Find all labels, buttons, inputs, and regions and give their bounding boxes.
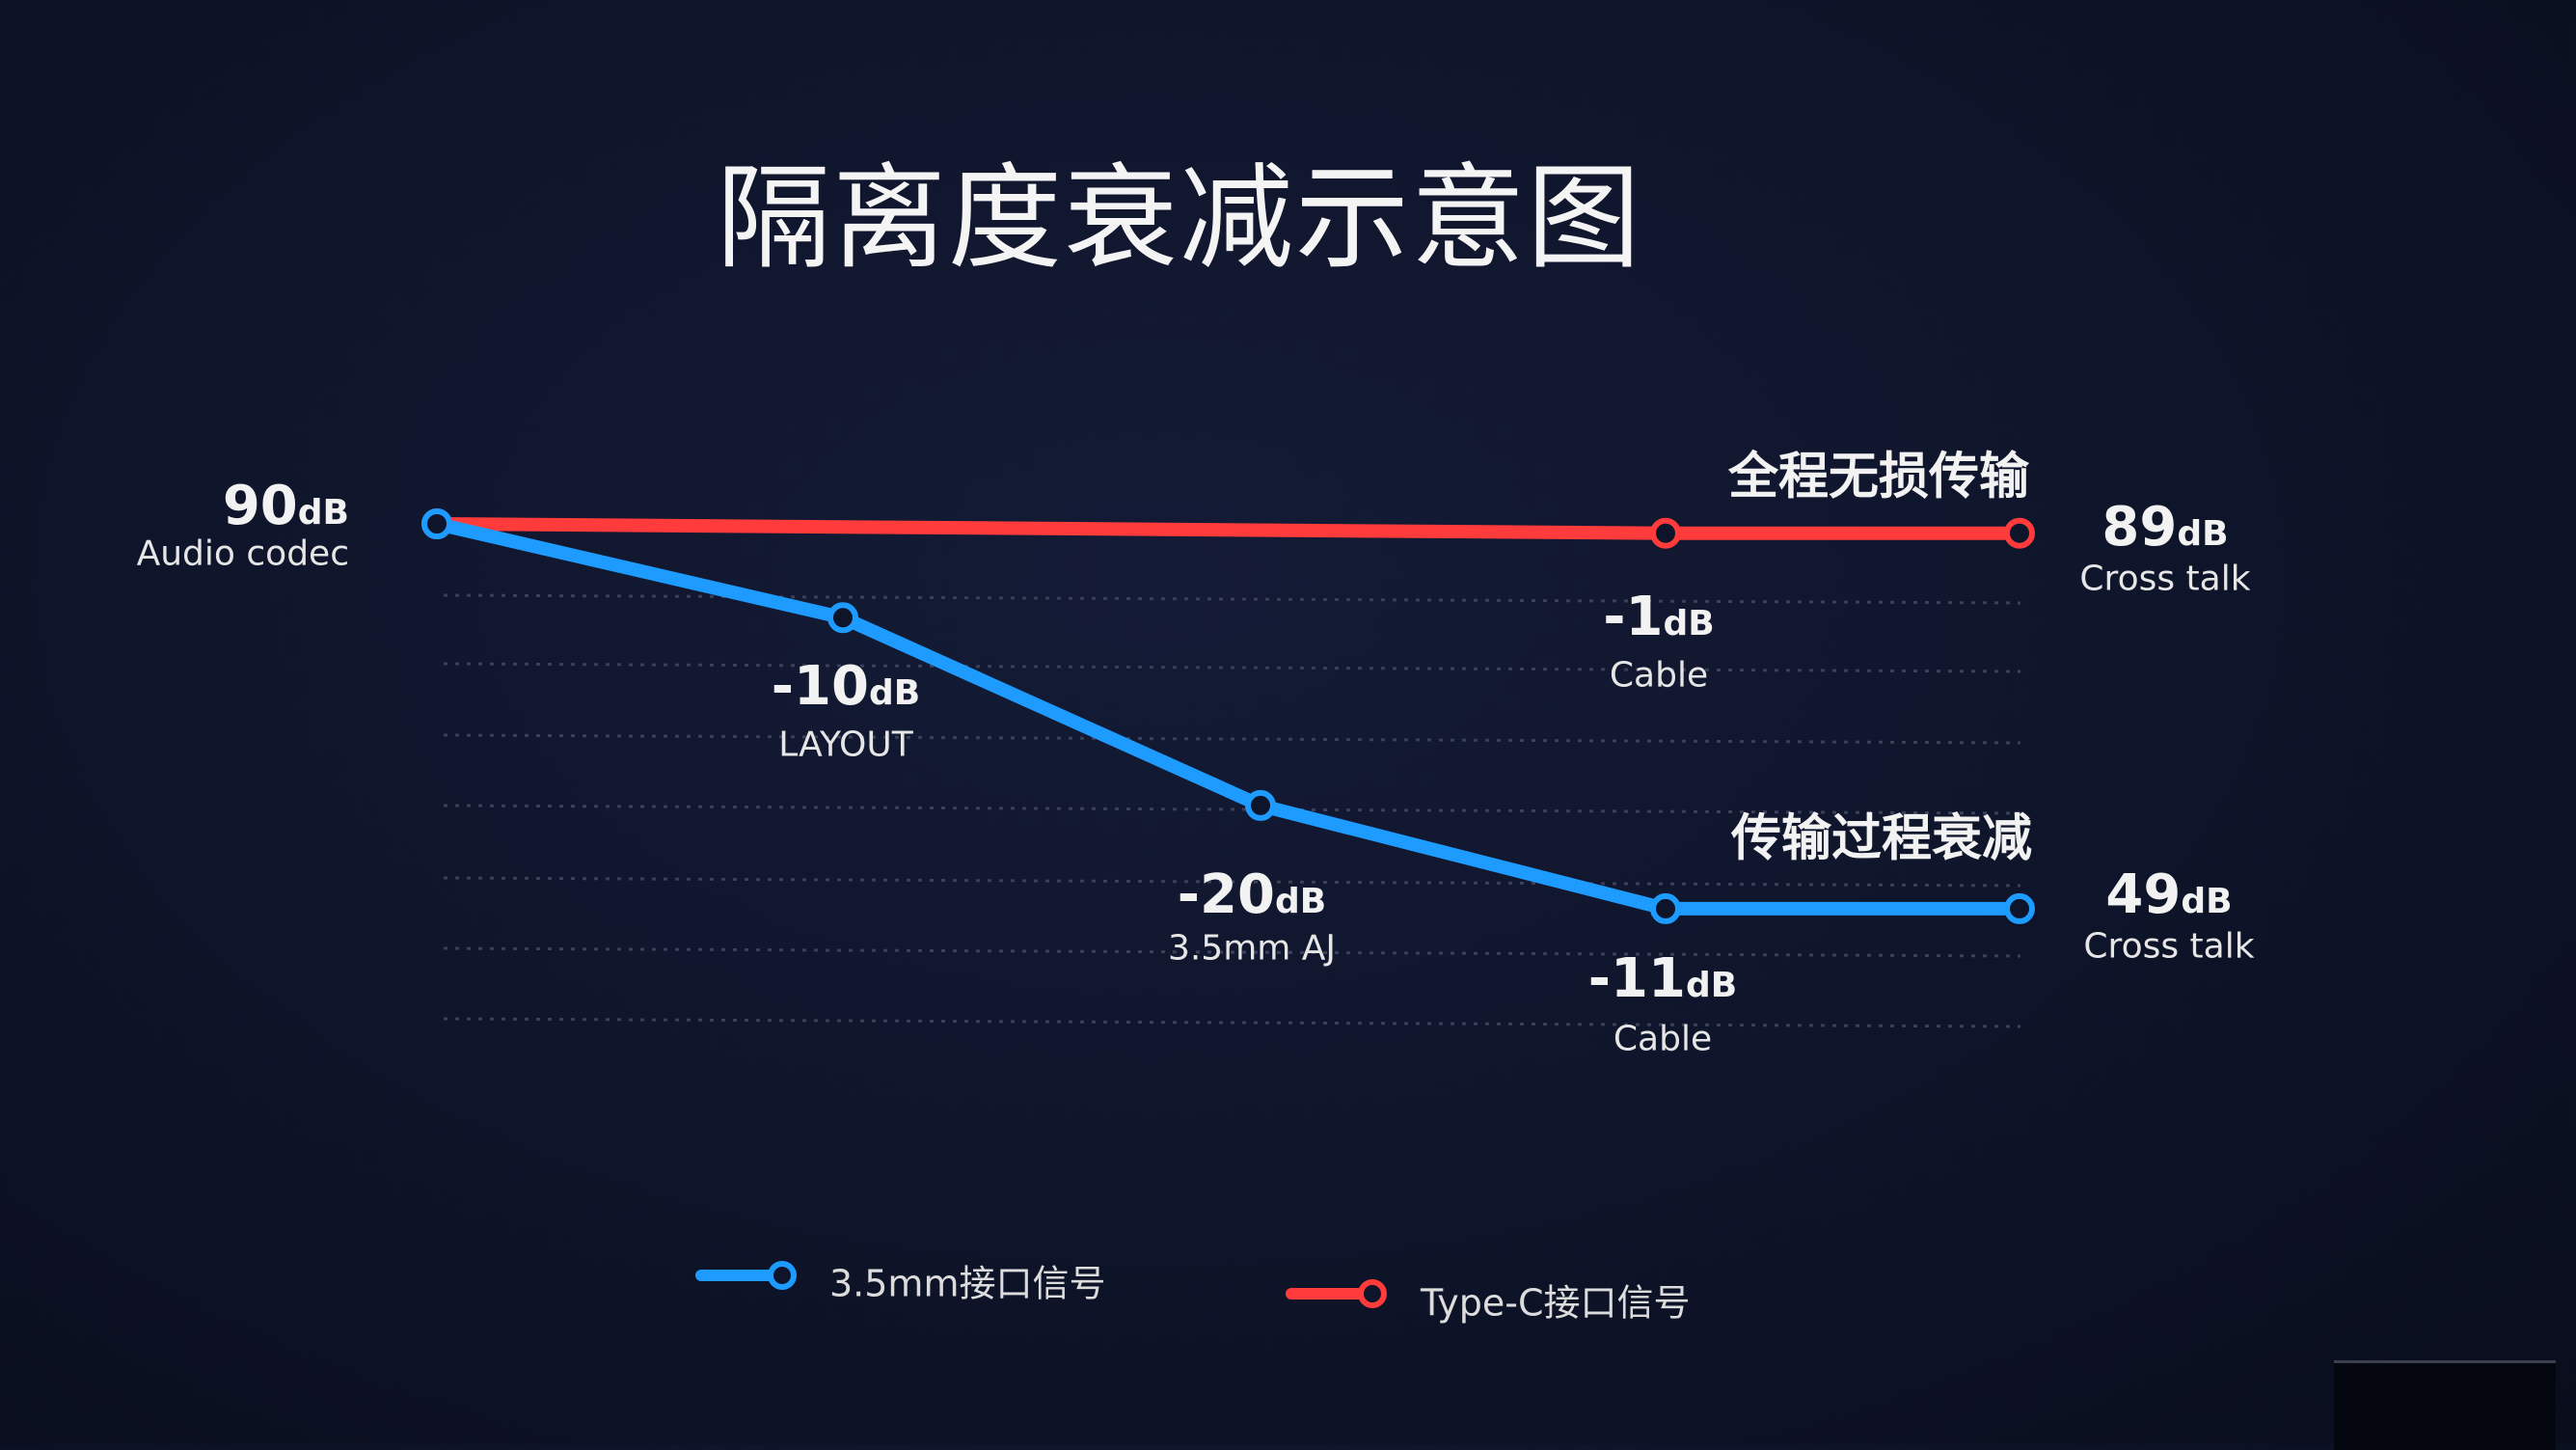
data-point-blue (1650, 892, 1681, 924)
data-point-blue (421, 508, 452, 539)
blue-cable-value-label: -11dB (1587, 947, 1738, 1010)
chart-title: 隔离度衰减示意图 (716, 151, 1642, 285)
data-point-blue (827, 602, 858, 634)
start-value-label: 90dB (222, 475, 349, 537)
gridline (443, 662, 2021, 673)
red-end-value-label: 89dB (2101, 496, 2229, 559)
aj-stage-label: 3.5mm AJ (1167, 928, 1337, 969)
series-line-red (430, 517, 2026, 540)
layout-value-label: -10dB (771, 655, 921, 718)
aj-value-label: -20dB (1177, 863, 1327, 926)
red-cable-stage-label: Cable (1609, 655, 1709, 696)
data-point-blue (2004, 892, 2035, 924)
gridline (443, 804, 2021, 815)
background-screen (2334, 1360, 2556, 1450)
data-point-blue (1245, 789, 1276, 821)
legend-label-blue: 3.5mm接口信号 (829, 1262, 1106, 1305)
gridline (443, 876, 2021, 888)
gridline (443, 733, 2021, 745)
red-series-note: 全程无损传输 (1727, 448, 2029, 506)
legend-label-red: Type-C接口信号 (1421, 1281, 1691, 1325)
blue-end-stage-label: Cross talk (2083, 926, 2255, 967)
gridline (443, 946, 2021, 958)
start-stage-label: Audio codec (136, 533, 349, 574)
blue-end-value-label: 49dB (2105, 863, 2233, 926)
gridline (443, 593, 2021, 605)
layout-stage-label: LAYOUT (778, 725, 913, 765)
data-point-red (2004, 517, 2035, 549)
red-cable-value-label: -1dB (1603, 586, 1715, 648)
data-point-red (1650, 517, 1681, 549)
blue-cable-stage-label: Cable (1613, 1019, 1713, 1059)
red-end-stage-label: Cross talk (2079, 559, 2251, 599)
gridline (443, 1017, 2021, 1028)
blue-series-note: 传输过程衰减 (1730, 809, 2032, 868)
